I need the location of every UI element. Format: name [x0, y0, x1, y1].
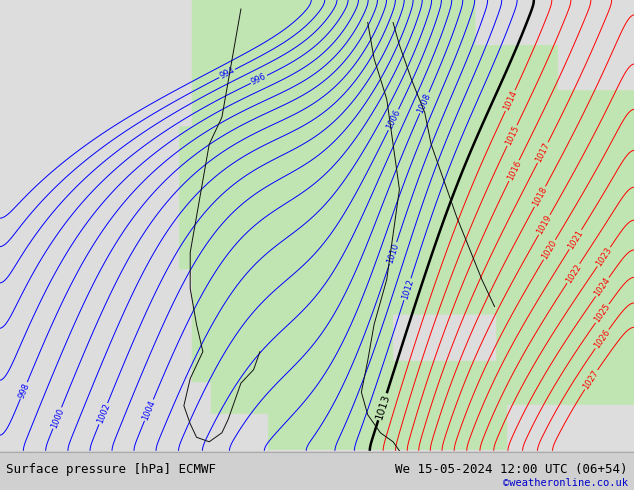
- Text: 1027: 1027: [581, 368, 600, 391]
- Text: 1017: 1017: [534, 141, 552, 164]
- Text: 1013: 1013: [374, 392, 391, 421]
- Text: ©weatheronline.co.uk: ©weatheronline.co.uk: [503, 478, 628, 488]
- Text: 1025: 1025: [592, 302, 612, 324]
- Text: 1026: 1026: [592, 328, 612, 350]
- Text: 1014: 1014: [501, 89, 519, 112]
- Text: 1020: 1020: [540, 238, 559, 261]
- Text: 1024: 1024: [593, 276, 612, 298]
- Text: 1012: 1012: [400, 278, 415, 300]
- Text: 1018: 1018: [531, 185, 549, 208]
- Text: 1006: 1006: [385, 108, 402, 131]
- Text: 1016: 1016: [505, 159, 522, 182]
- Text: 1002: 1002: [95, 402, 112, 425]
- Text: 1000: 1000: [49, 407, 65, 429]
- Text: 998: 998: [16, 381, 31, 399]
- Text: 994: 994: [218, 66, 236, 81]
- Text: 1022: 1022: [564, 262, 583, 285]
- Text: We 15-05-2024 12:00 UTC (06+54): We 15-05-2024 12:00 UTC (06+54): [395, 464, 628, 476]
- Text: 1019: 1019: [535, 214, 553, 236]
- Text: 1008: 1008: [416, 91, 433, 114]
- Text: 1015: 1015: [503, 124, 521, 147]
- Text: 1010: 1010: [385, 242, 401, 265]
- Text: 1004: 1004: [141, 399, 157, 421]
- Text: 1023: 1023: [594, 245, 614, 268]
- Text: Surface pressure [hPa] ECMWF: Surface pressure [hPa] ECMWF: [6, 464, 216, 476]
- Text: 996: 996: [250, 72, 268, 87]
- Text: 1021: 1021: [566, 228, 585, 251]
